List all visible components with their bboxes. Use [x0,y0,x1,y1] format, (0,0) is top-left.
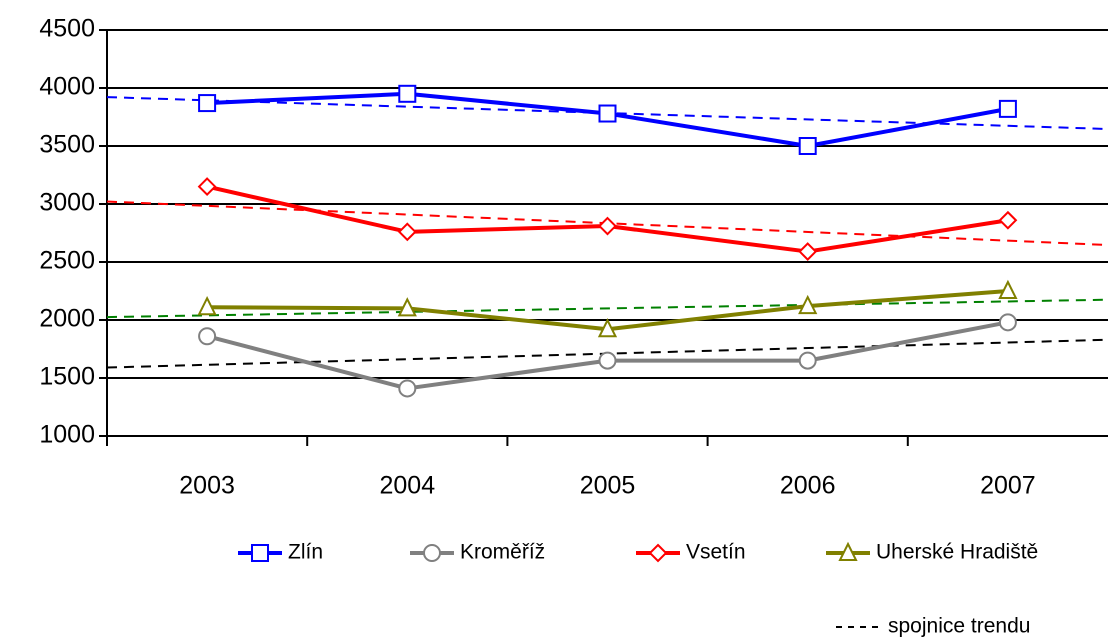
marker [798,242,818,261]
marker [998,279,1018,299]
marker [198,327,217,346]
legend-label: Uherské Hradiště [876,541,1038,564]
legend-label: Zlín [288,541,323,564]
legend-label: Kroměříž [460,541,545,564]
marker [251,544,269,562]
marker [197,177,217,197]
y-tick-label: 3500 [39,131,95,159]
marker [397,222,417,242]
marker [197,296,217,316]
y-tick-label: 4000 [39,73,95,101]
x-tick-label: 2003 [179,472,235,500]
marker [598,104,617,123]
marker [198,94,217,113]
x-tick-label: 2006 [780,472,836,500]
marker [648,543,668,563]
marker [598,351,617,370]
trend-line [106,298,1108,319]
y-tick-label: 2500 [39,247,95,275]
marker [598,216,617,236]
marker [998,313,1017,332]
y-tick-label: 3000 [39,189,95,217]
legend-label: Vsetín [686,541,746,564]
y-tick-label: 4500 [39,15,95,43]
marker [397,297,417,317]
x-tick-label: 2005 [580,472,636,500]
marker [798,294,818,315]
x-tick-label: 2004 [379,472,435,500]
x-tick-label: 2007 [980,472,1036,500]
marker [798,351,817,370]
marker [597,318,618,338]
marker [838,541,858,561]
y-tick-label: 1000 [39,421,95,449]
y-tick-label: 2000 [39,305,95,333]
marker [398,379,417,398]
marker [398,84,417,103]
trend-legend-label: spojnice trendu [888,615,1030,638]
marker [998,210,1018,230]
marker [998,99,1017,118]
y-tick-label: 1500 [39,363,95,391]
marker [423,544,441,562]
marker [798,137,817,155]
